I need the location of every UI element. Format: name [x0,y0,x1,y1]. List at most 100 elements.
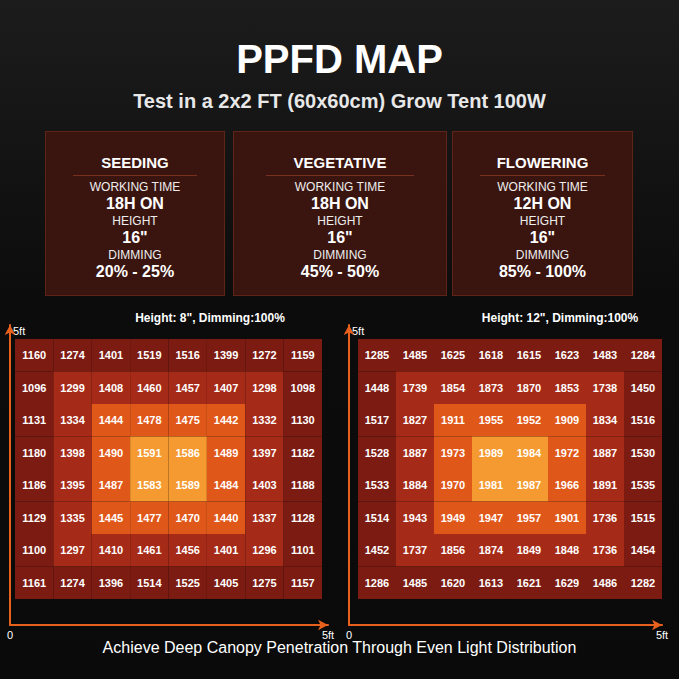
svg-text:1849: 1849 [517,544,541,556]
svg-text:1405: 1405 [214,577,238,589]
svg-text:1129: 1129 [22,512,46,524]
svg-text:1335: 1335 [60,512,84,524]
svg-text:1483: 1483 [593,349,617,361]
svg-text:1514: 1514 [365,512,390,524]
svg-text:1399: 1399 [214,349,238,361]
svg-text:1848: 1848 [555,544,579,556]
svg-text:1275: 1275 [252,577,276,589]
svg-text:1738: 1738 [593,382,617,394]
svg-text:1489: 1489 [214,447,238,459]
svg-text:1397: 1397 [252,447,276,459]
svg-text:1395: 1395 [60,479,84,491]
svg-text:1444: 1444 [99,414,124,426]
svg-text:1887: 1887 [593,447,617,459]
svg-text:1296: 1296 [252,544,276,556]
svg-text:1128: 1128 [291,512,315,524]
svg-text:1955: 1955 [479,414,503,426]
svg-text:1957: 1957 [517,512,541,524]
svg-text:1398: 1398 [60,447,84,459]
svg-text:Height: 8", Dimming:100%: Height: 8", Dimming:100% [135,311,285,325]
svg-text:1515: 1515 [631,512,655,524]
svg-text:1285: 1285 [365,349,389,361]
svg-text:1490: 1490 [99,447,123,459]
svg-text:1475: 1475 [175,414,199,426]
svg-text:1533: 1533 [365,479,389,491]
svg-text:1874: 1874 [479,544,504,556]
svg-text:1403: 1403 [252,479,276,491]
svg-text:1516: 1516 [175,349,199,361]
svg-text:1901: 1901 [555,512,579,524]
svg-text:1870: 1870 [517,382,541,394]
svg-text:1410: 1410 [99,544,123,556]
svg-text:1486: 1486 [593,577,617,589]
svg-text:1180: 1180 [22,447,46,459]
svg-text:1854: 1854 [441,382,466,394]
svg-text:1618: 1618 [479,349,503,361]
svg-text:5ft: 5ft [656,629,668,641]
svg-text:0: 0 [7,629,13,641]
svg-text:1853: 1853 [555,382,579,394]
svg-text:1442: 1442 [214,414,238,426]
svg-text:1884: 1884 [403,479,428,491]
svg-text:1981: 1981 [479,479,503,491]
svg-text:1613: 1613 [479,577,503,589]
svg-text:1456: 1456 [175,544,199,556]
svg-text:1160: 1160 [22,349,46,361]
svg-text:1827: 1827 [403,414,427,426]
svg-text:1887: 1887 [403,447,427,459]
svg-text:1100: 1100 [22,544,46,556]
svg-text:1272: 1272 [252,349,276,361]
svg-text:1629: 1629 [555,577,579,589]
svg-text:1947: 1947 [479,512,503,524]
svg-text:1856: 1856 [441,544,465,556]
svg-text:1274: 1274 [60,349,85,361]
svg-text:1460: 1460 [137,382,161,394]
svg-text:1337: 1337 [252,512,276,524]
svg-text:1157: 1157 [291,577,315,589]
svg-text:1457: 1457 [175,382,199,394]
svg-text:1972: 1972 [555,447,579,459]
svg-text:1131: 1131 [22,414,46,426]
svg-text:1625: 1625 [441,349,465,361]
svg-text:1736: 1736 [593,544,617,556]
svg-text:1623: 1623 [555,349,579,361]
svg-text:1591: 1591 [137,447,161,459]
svg-text:1519: 1519 [137,349,161,361]
svg-text:1485: 1485 [403,577,427,589]
svg-text:1298: 1298 [252,382,276,394]
svg-text:1407: 1407 [214,382,238,394]
svg-text:1516: 1516 [631,414,655,426]
svg-text:1182: 1182 [291,447,315,459]
svg-text:1911: 1911 [441,414,465,426]
svg-text:1984: 1984 [517,447,542,459]
svg-text:1274: 1274 [60,577,85,589]
svg-text:1583: 1583 [137,479,161,491]
svg-text:1586: 1586 [175,447,199,459]
svg-text:1987: 1987 [517,479,541,491]
svg-text:1873: 1873 [479,382,503,394]
svg-text:1286: 1286 [365,577,389,589]
svg-text:1949: 1949 [441,512,465,524]
svg-text:1517: 1517 [365,414,389,426]
svg-text:0: 0 [346,629,352,641]
svg-text:1282: 1282 [631,577,655,589]
svg-text:1620: 1620 [441,577,465,589]
svg-text:1485: 1485 [403,349,427,361]
svg-text:1973: 1973 [441,447,465,459]
svg-text:1484: 1484 [214,479,239,491]
svg-text:1452: 1452 [365,544,389,556]
svg-text:1448: 1448 [365,382,389,394]
svg-text:1943: 1943 [403,512,427,524]
svg-text:1096: 1096 [22,382,46,394]
svg-text:1909: 1909 [555,414,579,426]
svg-text:1332: 1332 [252,414,276,426]
svg-text:1188: 1188 [291,479,315,491]
svg-text:1161: 1161 [22,577,46,589]
svg-text:1739: 1739 [403,382,427,394]
svg-text:1535: 1535 [631,479,655,491]
svg-text:1970: 1970 [441,479,465,491]
svg-text:1966: 1966 [555,479,579,491]
svg-text:1440: 1440 [214,512,238,524]
svg-text:1159: 1159 [291,349,315,361]
svg-text:1891: 1891 [593,479,617,491]
